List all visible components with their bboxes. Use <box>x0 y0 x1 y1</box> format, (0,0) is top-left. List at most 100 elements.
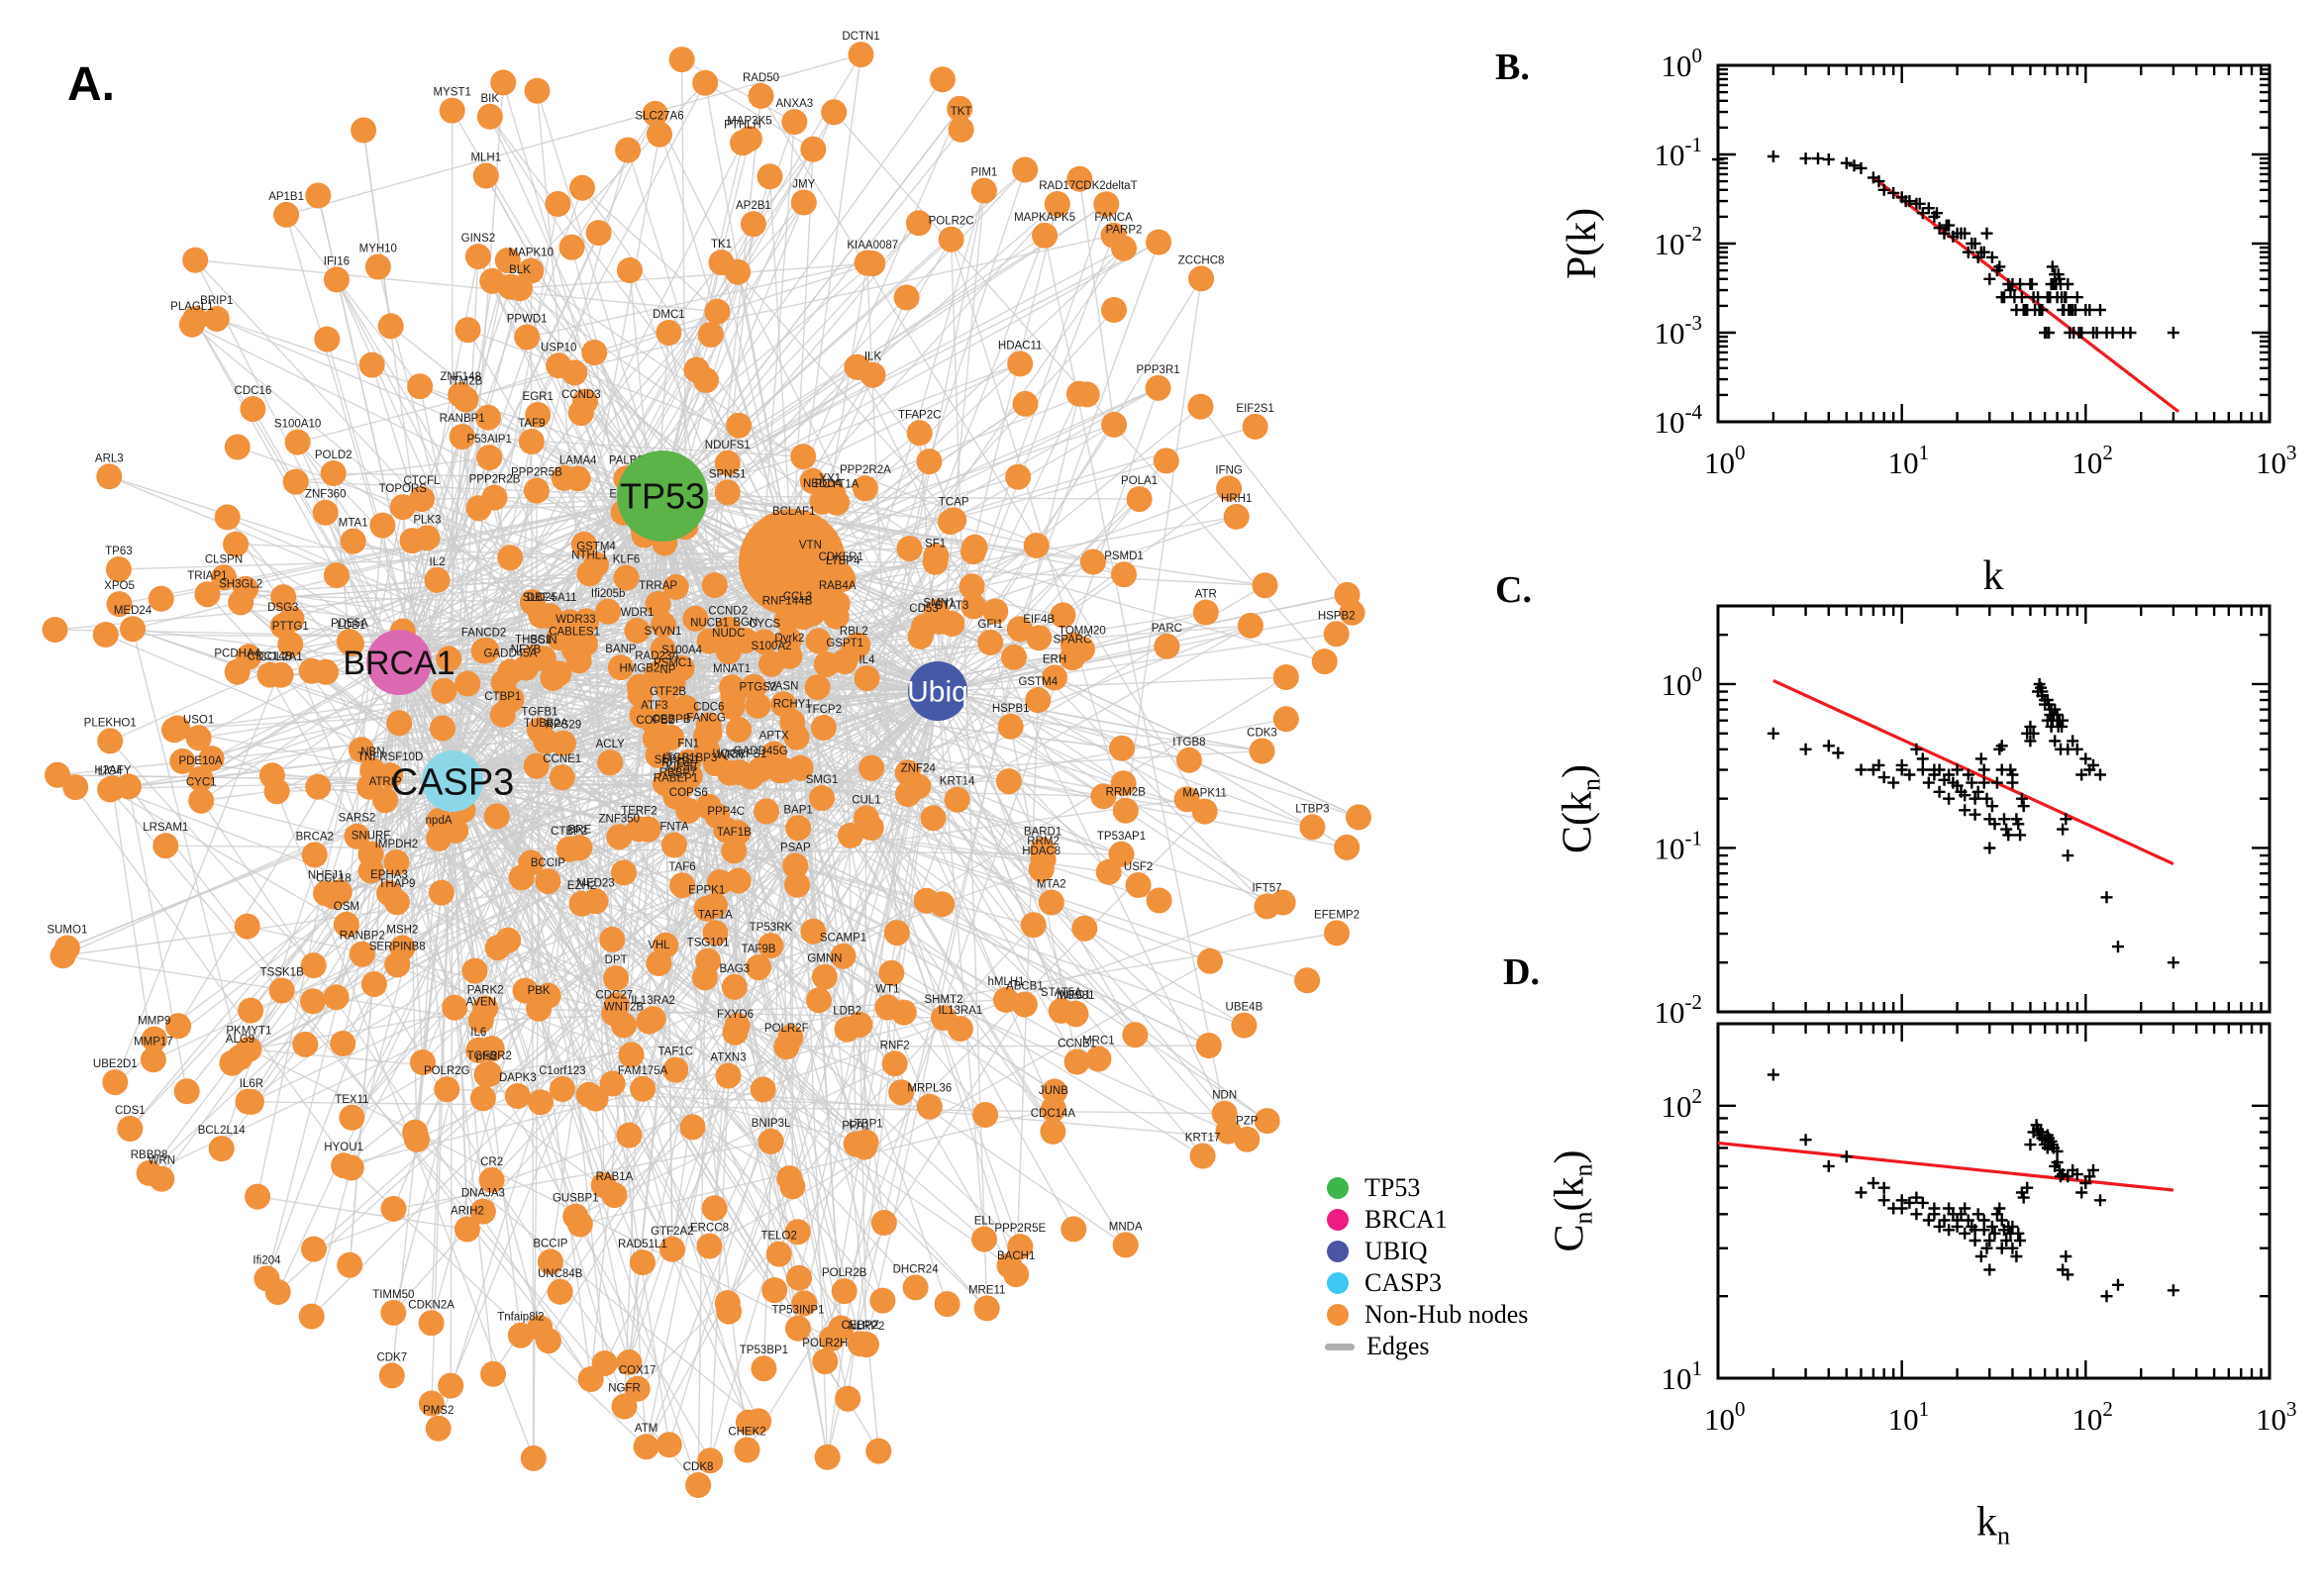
network-node <box>960 539 986 565</box>
gene-label: ILK <box>864 351 882 363</box>
network-node <box>526 717 553 744</box>
network-node <box>469 1198 496 1225</box>
gene-label: SCAMP1 <box>820 933 866 945</box>
network-node <box>791 1290 818 1317</box>
gene-label: ZNF148 <box>440 371 481 383</box>
gene-label: IFT57 <box>1252 882 1281 894</box>
gene-label: BRE <box>567 824 591 836</box>
gene-label: PDE5A <box>331 618 368 630</box>
network-node <box>618 1042 645 1068</box>
gene-label: COPB2 <box>636 715 674 727</box>
gene-label: COX17 <box>619 1365 656 1377</box>
gene-label: IMPDH2 <box>375 839 418 850</box>
network-node <box>436 646 462 672</box>
network-node <box>616 1349 643 1375</box>
network-node <box>377 313 404 340</box>
network-node <box>573 608 599 635</box>
network-node <box>267 661 294 688</box>
gene-label: Dyrk2 <box>774 633 804 645</box>
network-node <box>1175 747 1202 773</box>
casp3-dot-icon <box>1327 1272 1349 1294</box>
chart-C-tick-labels: 100 10-1 10-2 <box>1655 662 1703 1030</box>
gene-label: MRC1 <box>1082 1036 1115 1047</box>
network-node <box>572 388 598 415</box>
network-node <box>305 773 332 800</box>
network-node <box>476 103 503 130</box>
network-node <box>478 1166 505 1193</box>
gene-label: S100A4 <box>661 645 703 656</box>
network-node <box>633 1434 659 1460</box>
gene-label: CDC27 <box>595 990 633 1002</box>
network-node <box>785 815 812 842</box>
network-node <box>997 713 1024 740</box>
gene-label: HDAC11 <box>998 340 1043 351</box>
network-node <box>693 737 720 763</box>
gene-label: BARD1 <box>1024 827 1061 839</box>
network-node <box>995 768 1022 795</box>
network-node <box>475 404 501 431</box>
gene-label: RAB1A <box>596 1171 634 1183</box>
network-node <box>1252 572 1278 599</box>
network-node <box>1101 297 1127 323</box>
network-node <box>929 66 956 93</box>
gene-label: TOMM20 <box>1059 626 1106 638</box>
network-node <box>320 460 347 486</box>
gene-label: IFI16 <box>324 255 350 267</box>
gene-label: SHMT2 <box>925 994 963 1006</box>
gene-label: WDR33 <box>556 614 595 626</box>
network-node <box>870 1210 897 1236</box>
network-node <box>1007 350 1034 377</box>
gene-label: NHEJ1 <box>308 869 344 881</box>
network-node <box>1334 581 1361 608</box>
network-node <box>852 1134 877 1160</box>
gene-label: PPP2R5E <box>994 1223 1046 1235</box>
network-node <box>518 257 545 284</box>
network-node <box>1063 1048 1090 1075</box>
network-node <box>581 340 608 365</box>
gene-label: PARP2 <box>1106 225 1143 237</box>
gene-label: BRCA2 <box>296 831 334 843</box>
hub-node-brca1 <box>366 630 432 695</box>
network-node <box>443 817 469 844</box>
network-node <box>770 691 797 718</box>
gene-label: KIF5B <box>665 762 697 774</box>
network-node <box>726 412 753 439</box>
network-node <box>472 162 499 189</box>
network-node <box>490 69 517 96</box>
panel-b-label: B. <box>1495 47 1530 88</box>
gene-label: WDR1 <box>621 607 655 619</box>
gene-label: SNURF <box>352 831 391 843</box>
gene-label: TFAP2C <box>898 409 941 421</box>
network-node <box>527 1315 554 1342</box>
gene-label: CEBPB <box>653 714 691 726</box>
chart-d-ylabel: Cn(kn) <box>1546 1149 1598 1251</box>
gene-label: POLR2B <box>822 1267 867 1279</box>
network-node <box>376 880 402 907</box>
network-node <box>858 754 885 781</box>
gene-label: RAB4A <box>819 580 857 592</box>
network-node <box>704 298 731 325</box>
gene-label: TAF9B <box>742 944 776 955</box>
network-node <box>523 477 550 504</box>
gene-label: AVEN <box>466 997 496 1009</box>
gene-label: NEO1 <box>1060 990 1090 1002</box>
network-node <box>399 528 426 554</box>
tick-label: 100 <box>1704 441 1746 480</box>
network-node <box>607 654 634 681</box>
network-node <box>233 575 258 602</box>
legend-item-nonhub: Non-Hub nodes <box>1327 1299 1528 1331</box>
network-node <box>1145 374 1171 401</box>
network-node <box>1006 616 1033 643</box>
network-node <box>1154 633 1180 659</box>
network-node <box>164 715 191 742</box>
network-node <box>527 1089 554 1116</box>
gene-label: ARIH2 <box>451 1206 484 1218</box>
gene-label: LTBP3 <box>1295 803 1329 815</box>
gene-label: RAD17 <box>1039 180 1075 192</box>
chart-B-frame <box>1716 63 2272 424</box>
network-node <box>702 892 728 919</box>
gene-label: GINS2 <box>461 233 496 245</box>
gene-label: WRN <box>149 1155 175 1167</box>
network-node <box>810 715 837 741</box>
